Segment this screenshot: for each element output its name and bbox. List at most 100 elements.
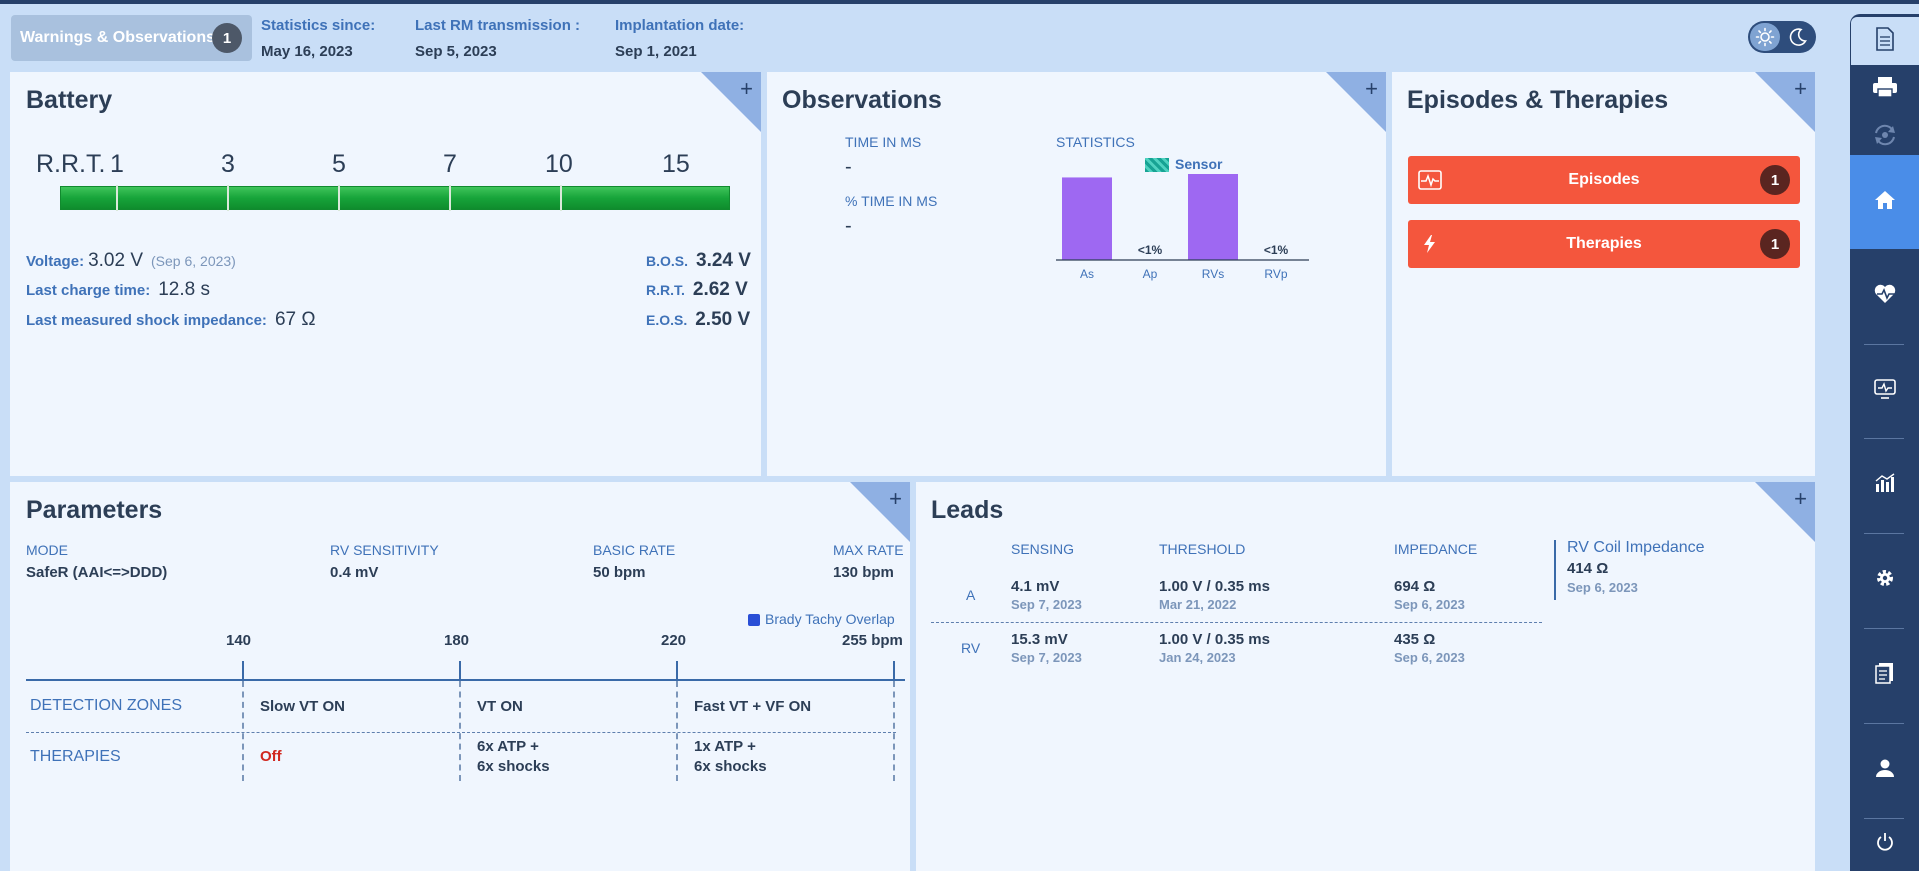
- statistics-chart: 96%As<1%Ap100%RVs<1%RVp: [1056, 172, 1309, 281]
- battery-card: Battery + R.R.T. 1 3 5 7 10 15 years Vol…: [10, 72, 761, 476]
- zone-vt: VT ON: [477, 698, 523, 715]
- lead-a-impedance: 694 Ω: [1394, 578, 1436, 595]
- document-button[interactable]: [1851, 17, 1919, 65]
- observations-card: Observations + TIME IN MS - % TIME IN MS…: [767, 72, 1386, 476]
- episodes-therapies-card: Episodes & Therapies + Episodes 1 Therap…: [1392, 72, 1815, 476]
- chart-bar: [1188, 174, 1238, 260]
- theme-toggle[interactable]: [1748, 21, 1816, 53]
- statistics-label: STATISTICS: [1056, 134, 1135, 150]
- last-rm-value: Sep 5, 2023: [415, 43, 497, 60]
- pct-time-in-ms-label: % TIME IN MS: [845, 193, 938, 209]
- therapy-vt-shocks: 6x shocks: [477, 758, 550, 775]
- warnings-observations-button[interactable]: Warnings & Observations 1: [11, 15, 252, 61]
- lead-a-threshold-date: Mar 21, 2022: [1159, 597, 1237, 612]
- therapy-slow-vt: Off: [260, 748, 282, 765]
- chart-category-label: RVs: [1202, 267, 1224, 281]
- nav-statistics[interactable]: [1850, 438, 1919, 532]
- shock-impedance: Last measured shock impedance: 67 Ω: [26, 309, 316, 331]
- nav-settings[interactable]: [1850, 533, 1919, 627]
- leads-card: Leads + SENSING THRESHOLD IMPEDANCE A 4.…: [916, 482, 1815, 871]
- document-icon: [1875, 26, 1895, 56]
- leads-expand-button[interactable]: +: [1755, 482, 1815, 542]
- coil-impedance-value: 414 Ω: [1567, 560, 1609, 577]
- therapies-row-label: THERAPIES: [30, 748, 121, 765]
- episodes-expand-button[interactable]: +: [1755, 72, 1815, 132]
- lead-row-divider: [931, 622, 1542, 623]
- statistics-since-label: Statistics since:: [261, 17, 376, 34]
- observations-title: Observations: [782, 86, 942, 114]
- sidebar-separator: [1864, 533, 1904, 534]
- header: Warnings & Observations 1 Statistics sin…: [0, 4, 1840, 68]
- gear-icon: [1874, 567, 1896, 594]
- lead-rv-sensing-date: Sep 7, 2023: [1011, 650, 1082, 665]
- episodes-button[interactable]: Episodes 1: [1408, 156, 1800, 204]
- rate-scale-label: 220: [661, 632, 687, 649]
- leads-title: Leads: [931, 496, 1004, 524]
- lead-rv-impedance: 435 Ω: [1394, 631, 1436, 648]
- time-in-ms-value: -: [845, 156, 852, 178]
- nav-power[interactable]: [1850, 818, 1919, 871]
- lead-rv-threshold-date: Jan 24, 2023: [1159, 650, 1236, 665]
- eos-value: 2.50 V: [695, 309, 751, 330]
- sync-icon: [1872, 123, 1898, 152]
- battery-bar-tick: [560, 185, 562, 211]
- implantation-label: Implantation date:: [615, 17, 745, 34]
- report-icon: [1874, 662, 1896, 689]
- nav-patient[interactable]: [1850, 723, 1919, 817]
- rrt-voltage-label: R.R.T.: [646, 282, 685, 298]
- rate-scale-label: 140: [226, 632, 252, 649]
- user-icon: [1875, 758, 1895, 783]
- threshold-header: THRESHOLD: [1159, 541, 1246, 557]
- therapy-fast-vt-atp: 1x ATP +: [694, 738, 756, 755]
- print-button[interactable]: [1851, 65, 1919, 113]
- therapies-button[interactable]: Therapies 1: [1408, 220, 1800, 268]
- scale-label: 3: [221, 150, 235, 178]
- chart-category-label: As: [1080, 267, 1094, 281]
- charge-label: Last charge time:: [26, 282, 151, 299]
- bos-value: 3.24 V: [696, 250, 751, 271]
- home-icon: [1874, 190, 1896, 215]
- warnings-count-badge: 1: [212, 23, 242, 53]
- lead-rv-impedance-date: Sep 6, 2023: [1394, 650, 1465, 665]
- chart-data-label: 96%: [1075, 172, 1099, 174]
- sun-icon[interactable]: [1750, 23, 1780, 51]
- nav-monitor[interactable]: [1850, 344, 1919, 438]
- legend-label: Sensor: [1175, 156, 1223, 172]
- zone-divider: [242, 681, 244, 781]
- sidebar-separator: [1864, 723, 1904, 724]
- lead-a-impedance-date: Sep 6, 2023: [1394, 597, 1465, 612]
- basic-rate-value: 50 bpm: [593, 564, 646, 581]
- chart-category-label: RVp: [1264, 267, 1287, 281]
- lead-a-sensing: 4.1 mV: [1011, 578, 1060, 595]
- lead-a-threshold: 1.00 V / 0.35 ms: [1159, 578, 1270, 595]
- power-icon: [1875, 832, 1895, 857]
- coil-impedance-label: RV Coil Impedance: [1567, 539, 1705, 556]
- episodes-label: Episodes: [1568, 171, 1640, 188]
- parameters-expand-button[interactable]: +: [850, 482, 910, 542]
- impedance-label: Last measured shock impedance:: [26, 312, 267, 329]
- scale-label: 10: [545, 150, 573, 178]
- monitor-icon: [1873, 378, 1896, 404]
- zone-fast-vt-vf: Fast VT + VF ON: [694, 698, 812, 715]
- nav-reports[interactable]: [1850, 628, 1919, 722]
- nav-diagnostics[interactable]: [1850, 249, 1919, 343]
- sidebar-separator: [1864, 818, 1904, 819]
- moon-icon[interactable]: [1784, 23, 1812, 51]
- bar-chart-icon: [1874, 472, 1896, 498]
- nav-home[interactable]: [1850, 155, 1919, 249]
- plus-icon: +: [1794, 76, 1807, 101]
- lead-name-a: A: [966, 587, 976, 603]
- statistics-since: Statistics since: May 16, 2023: [261, 17, 375, 60]
- battery-bar-tick: [227, 185, 229, 211]
- observations-expand-button[interactable]: +: [1326, 72, 1386, 132]
- scale-label: 1: [110, 150, 124, 178]
- chart-data-label: <1%: [1264, 243, 1289, 257]
- lead-name-rv: RV: [961, 640, 981, 656]
- warnings-label: Warnings & Observations: [20, 29, 215, 46]
- lead-rv-threshold: 1.00 V / 0.35 ms: [1159, 631, 1270, 648]
- rate-axis-tick: [459, 661, 461, 681]
- voltage-label: Voltage:: [26, 253, 85, 270]
- rate-scale-label: 255 bpm: [842, 632, 903, 649]
- sync-button[interactable]: [1851, 113, 1919, 161]
- battery-expand-button[interactable]: +: [701, 72, 761, 132]
